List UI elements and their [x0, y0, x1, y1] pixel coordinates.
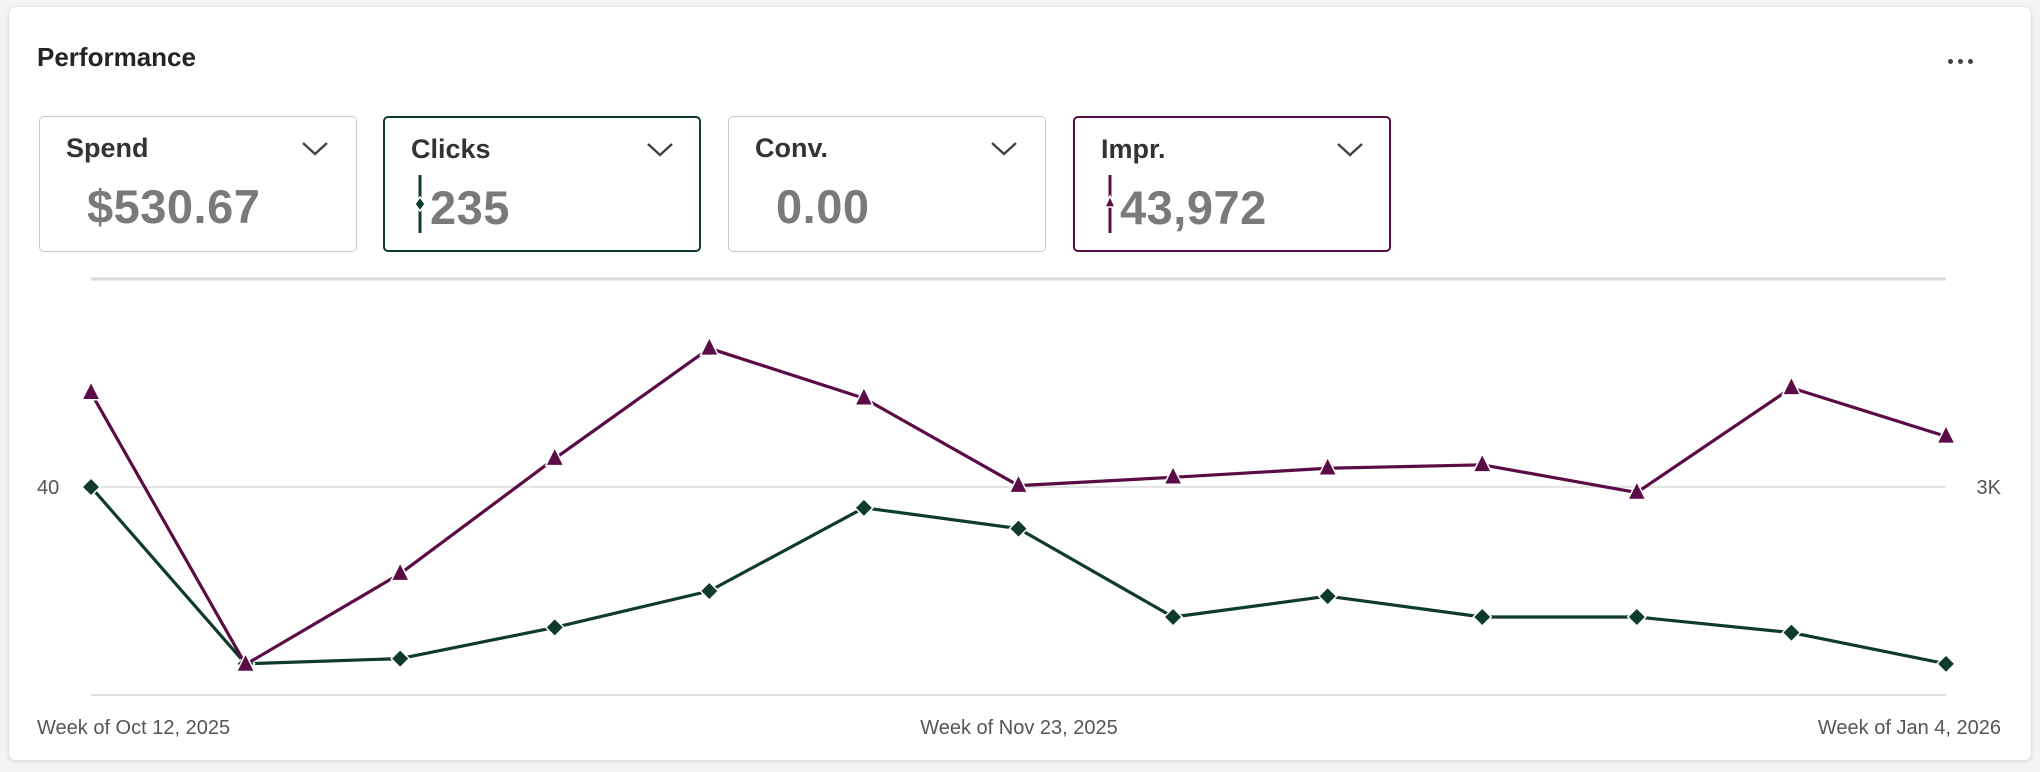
metric-value: 235 [430, 181, 510, 234]
more-options-button[interactable] [1944, 44, 1988, 80]
metric-value: 43,972 [1120, 181, 1267, 234]
metric-card-clicks[interactable]: Clicks 235 [383, 116, 701, 252]
metric-card-spend[interactable]: Spend $530.67 [39, 116, 357, 252]
chevron-down-icon[interactable] [298, 137, 332, 159]
metric-label: Conv. [755, 133, 828, 163]
metric-label: Clicks [411, 134, 491, 164]
diamond-legend-icon [414, 175, 426, 233]
metric-card-impressions[interactable]: Impr. 43,972 [1073, 116, 1391, 252]
metric-label: Spend [66, 133, 149, 163]
metric-card-conversions[interactable]: Conv. 0.00 [728, 116, 1046, 252]
metric-label: Impr. [1101, 134, 1166, 164]
card-title: Performance [37, 42, 196, 72]
triangle-legend-icon [1104, 175, 1116, 233]
metric-value: $530.67 [87, 180, 261, 233]
chevron-down-icon[interactable] [987, 137, 1021, 159]
metric-value: 0.00 [776, 180, 870, 233]
chevron-down-icon[interactable] [643, 138, 677, 160]
more-dot-icon [1948, 59, 1953, 64]
more-dot-icon [1968, 59, 1973, 64]
chevron-down-icon[interactable] [1333, 138, 1367, 160]
more-dot-icon [1958, 59, 1963, 64]
